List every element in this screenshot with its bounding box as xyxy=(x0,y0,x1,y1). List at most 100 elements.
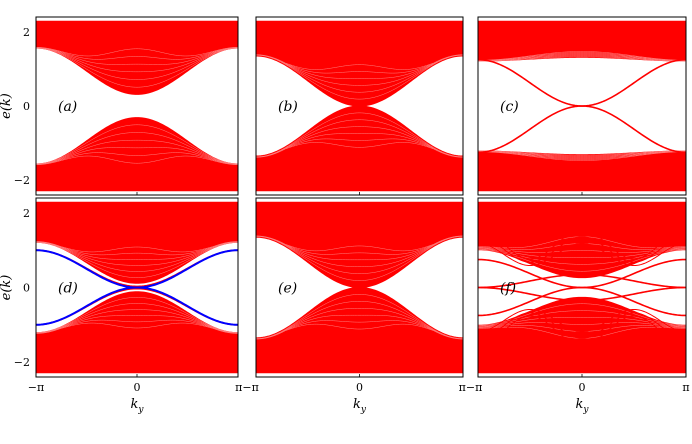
upper-bulk-band xyxy=(478,201,686,279)
upper-bulk-band xyxy=(256,20,463,106)
subband-line xyxy=(256,112,463,157)
y-tick-label: 2 xyxy=(23,26,30,39)
axes-text-group: (a) 2 0 −2 e(k) (b) (c) (d) 2 0 −2 e(k) 0 −π π−π ky (e) 0… xyxy=(0,26,690,415)
x-tick-label: −π xyxy=(28,381,44,394)
subband-line xyxy=(256,55,463,93)
subband-line xyxy=(478,151,686,160)
subband-line xyxy=(256,235,463,252)
upper-bulk-band xyxy=(478,20,686,62)
x-axis-label: ky xyxy=(353,397,367,415)
subband-line xyxy=(256,236,463,281)
subband-line xyxy=(478,151,686,159)
subband-line xyxy=(478,322,686,328)
subband-line xyxy=(256,119,463,157)
subband-line xyxy=(478,150,686,157)
x-tick-label: 0 xyxy=(356,381,363,394)
x-axis-label: ky xyxy=(131,397,145,415)
lower-bulk-band xyxy=(36,291,238,374)
x-tick-label: 0 xyxy=(579,381,586,394)
subband-line xyxy=(36,47,238,60)
subband-line xyxy=(256,236,463,261)
edge-state-curve xyxy=(256,105,463,157)
subband-line xyxy=(256,126,463,157)
panel-d-plot xyxy=(36,201,238,374)
x-tick-label: 0 xyxy=(134,381,141,394)
upper-bulk-band xyxy=(256,201,463,288)
y-tick-label: −2 xyxy=(14,356,30,369)
band-line xyxy=(478,236,686,263)
y-tick-label: 0 xyxy=(23,282,30,295)
subband-line xyxy=(36,303,238,333)
subband-line xyxy=(36,124,238,164)
subband-line xyxy=(256,323,463,340)
subband-line xyxy=(478,51,686,61)
band-line xyxy=(478,308,686,333)
panel-label: (a) xyxy=(58,99,77,115)
subband-line xyxy=(36,132,238,165)
subband-line xyxy=(256,55,463,100)
subband-line xyxy=(256,294,463,339)
subband-line xyxy=(256,54,463,79)
subband-line xyxy=(36,47,238,65)
subband-line xyxy=(256,133,463,158)
edge-state-curve xyxy=(478,286,686,317)
subband-line xyxy=(478,151,686,161)
subband-line xyxy=(478,248,686,265)
panel-label: (c) xyxy=(500,99,519,115)
lower-bulk-band xyxy=(36,117,238,192)
subband-line xyxy=(478,54,686,62)
subband-line xyxy=(256,320,463,340)
subband-line xyxy=(36,241,238,253)
panel-label: (f) xyxy=(500,281,516,297)
y-tick-label: 0 xyxy=(23,100,30,113)
subband-line xyxy=(36,242,238,278)
subband-line xyxy=(36,147,238,165)
subband-line xyxy=(478,55,686,62)
subband-line xyxy=(36,297,238,333)
band-line xyxy=(478,312,686,339)
subband-line xyxy=(256,55,463,86)
subband-line xyxy=(256,54,463,74)
subband-line xyxy=(256,301,463,339)
subband-line xyxy=(36,242,238,272)
lower-bulk-band xyxy=(478,296,686,374)
subband-line xyxy=(478,150,686,156)
subband-line xyxy=(36,241,238,256)
panel-b-plot xyxy=(256,20,463,192)
subband-line xyxy=(256,235,463,255)
subband-line xyxy=(36,155,238,165)
panel-c-plot xyxy=(478,20,686,192)
edge-state-curve xyxy=(478,286,686,302)
subband-line xyxy=(36,241,238,266)
band-line xyxy=(478,229,686,260)
subband-line xyxy=(36,139,238,165)
subband-line xyxy=(478,56,686,62)
panel-f-plot xyxy=(478,201,686,374)
subband-line xyxy=(256,236,463,274)
subband-line xyxy=(478,150,686,158)
subband-line xyxy=(478,247,686,253)
subband-line xyxy=(36,48,238,88)
subband-line xyxy=(36,47,238,57)
y-tick-label: −2 xyxy=(14,174,30,187)
lower-bulk-band xyxy=(478,150,686,192)
subband-line xyxy=(478,52,686,61)
subband-line xyxy=(36,322,238,334)
subband-line xyxy=(36,309,238,334)
edge-state-curve xyxy=(478,105,686,154)
subband-line xyxy=(478,317,686,327)
panel-a-plot xyxy=(36,20,238,192)
panel-label: (b) xyxy=(278,99,298,115)
upper-bulk-band xyxy=(36,201,238,284)
subband-line xyxy=(256,138,463,158)
x-tick-label: π xyxy=(682,381,689,394)
subband-line xyxy=(256,54,463,70)
subband-line xyxy=(256,236,463,267)
lower-bulk-band xyxy=(256,106,463,192)
y-tick-label: 2 xyxy=(23,207,30,220)
panel-label: (e) xyxy=(278,281,297,297)
subband-line xyxy=(256,308,463,339)
edge-state-curve xyxy=(256,286,463,339)
subband-line xyxy=(36,47,238,80)
